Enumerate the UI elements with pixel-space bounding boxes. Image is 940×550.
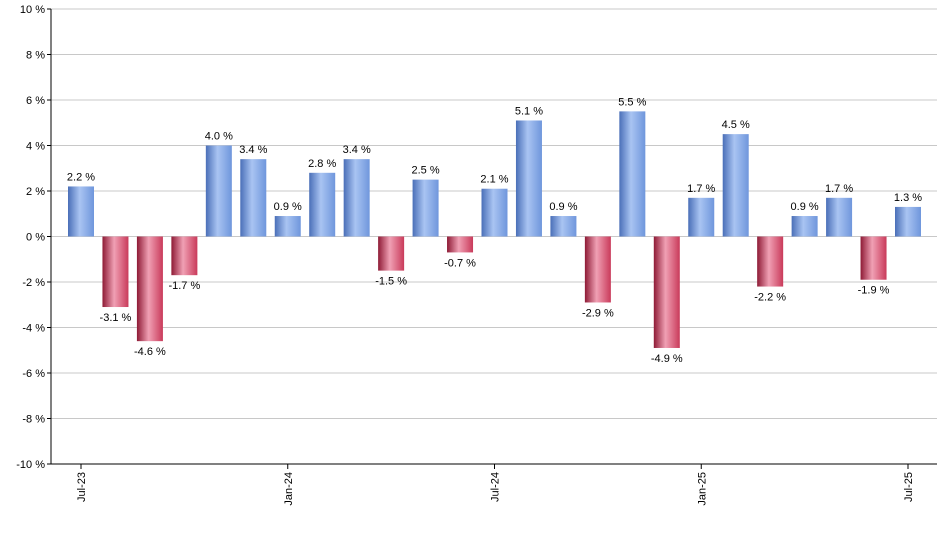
data-label: -2.9 % [582, 307, 614, 319]
data-label: 5.5 % [618, 96, 646, 108]
bar [722, 134, 749, 237]
data-label: 5.1 % [515, 105, 543, 117]
data-label: 2.8 % [308, 158, 336, 170]
data-label: 4.0 % [205, 131, 233, 143]
bar [412, 179, 439, 237]
bar [102, 236, 129, 308]
bar [447, 236, 474, 253]
data-label: 0.9 % [549, 201, 577, 213]
data-label: 1.7 % [825, 183, 853, 195]
x-tick-label: Jul-25 [903, 472, 915, 502]
data-label: 0.9 % [274, 201, 302, 213]
bar [584, 236, 611, 303]
bar [205, 145, 232, 237]
y-tick-label: 4 % [26, 141, 45, 153]
bar [68, 186, 94, 237]
data-label: 3.4 % [343, 144, 371, 156]
bar [378, 236, 405, 271]
y-tick-label: -2 % [22, 277, 45, 289]
bar [860, 236, 887, 280]
x-axis-tick-labels: Jul-23 Jan-24 Jul-24 Jan-25 Jul-25 [76, 464, 915, 506]
bar [826, 197, 853, 237]
bar [688, 197, 715, 237]
y-tick-label: 6 % [26, 95, 45, 107]
x-tick-label: Jul-23 [76, 472, 88, 502]
y-tick-label: 8 % [26, 50, 45, 62]
bar [136, 236, 163, 342]
data-label: 1.3 % [894, 192, 922, 204]
x-tick-label: Jan-24 [283, 472, 295, 506]
y-tick-label: -4 % [22, 323, 45, 335]
bar [619, 111, 646, 237]
bars [68, 111, 921, 348]
data-label: 1.7 % [687, 183, 715, 195]
data-label: -1.9 % [858, 285, 890, 297]
x-tick-label: Jan-25 [696, 472, 708, 506]
data-label: -4.6 % [134, 346, 166, 358]
bar [309, 172, 336, 237]
bar [343, 159, 370, 237]
data-labels: 2.2 % -3.1 % -4.6 % -1.7 % 4.0 % 3.4 % 0.9 % 2.… [67, 96, 922, 365]
bar [481, 188, 508, 237]
bar [240, 159, 267, 237]
data-label: -1.5 % [375, 276, 407, 288]
y-tick-label: -8 % [22, 414, 45, 426]
bar [550, 216, 577, 237]
bar [895, 206, 921, 237]
data-label: 2.5 % [412, 165, 440, 177]
data-label: 0.9 % [791, 201, 819, 213]
y-axis-tick-labels: 10 % 8 % 6 % 4 % 2 % 0 % -2 % -4 % -6 % -8 % -10 % [16, 4, 51, 471]
y-tick-label: 2 % [26, 186, 45, 198]
data-label: -1.7 % [168, 280, 200, 292]
y-tick-label: -10 % [16, 459, 45, 471]
data-label: -3.1 % [100, 312, 132, 324]
x-tick-label: Jul-24 [490, 472, 502, 502]
bar [757, 236, 784, 287]
data-label: -0.7 % [444, 257, 476, 269]
y-tick-label: 0 % [26, 232, 45, 244]
data-label: 3.4 % [239, 144, 267, 156]
bar [653, 236, 680, 348]
bar [274, 216, 301, 237]
data-label: 2.1 % [480, 174, 508, 186]
y-tick-label: -6 % [22, 368, 45, 380]
bar [515, 120, 542, 237]
bar [171, 236, 198, 276]
y-tick-label: 10 % [20, 4, 45, 16]
data-label: 2.2 % [67, 171, 95, 183]
bar [791, 216, 818, 237]
data-label: 4.5 % [722, 119, 750, 131]
data-label: -2.2 % [754, 292, 786, 304]
data-label: -4.9 % [651, 353, 683, 365]
